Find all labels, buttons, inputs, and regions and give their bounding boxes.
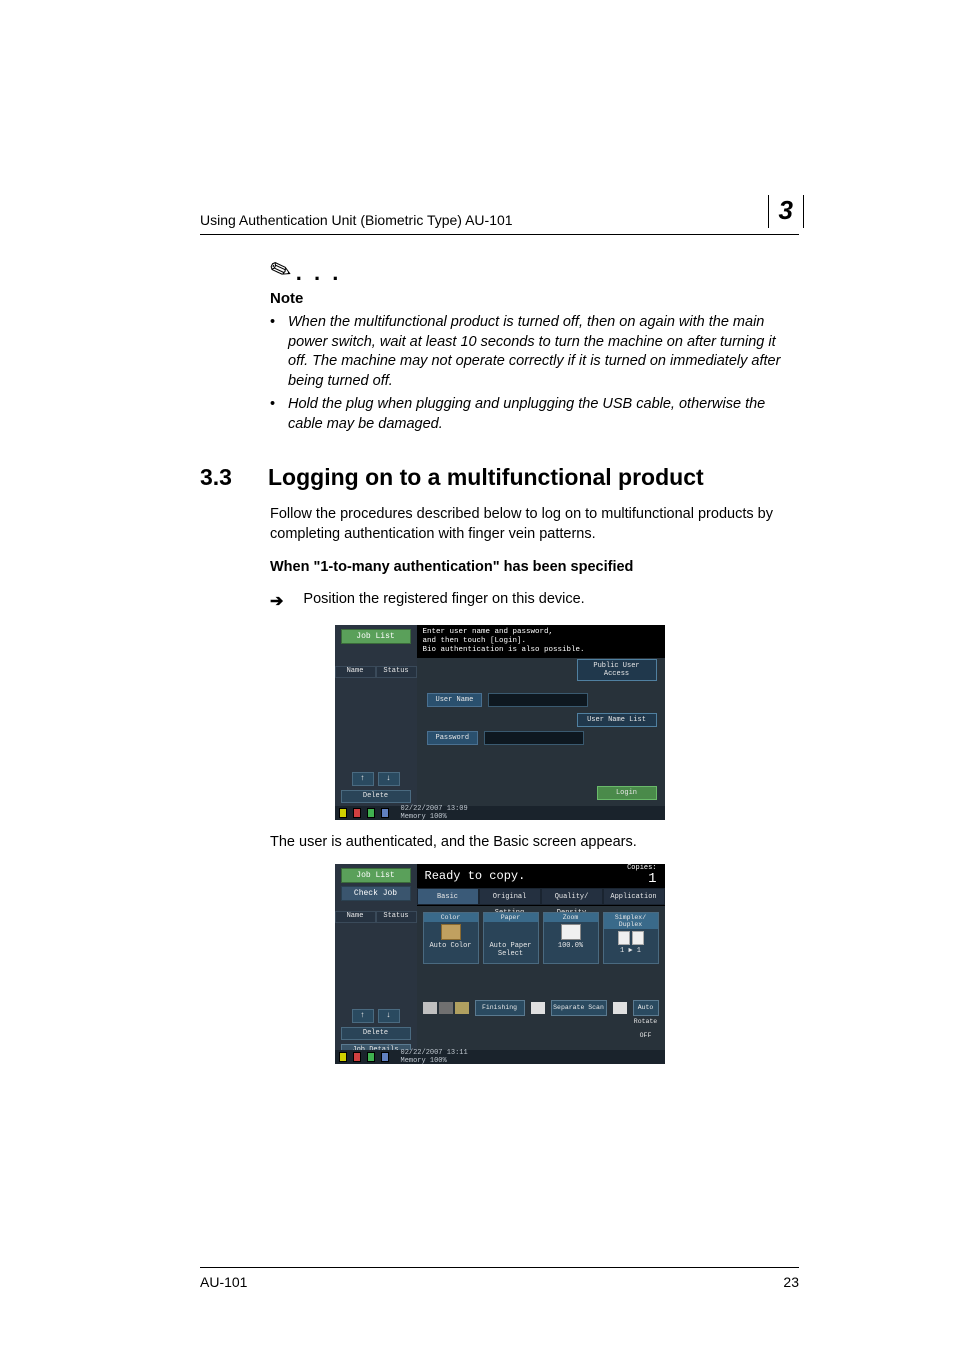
finishing-icon [423,1002,437,1014]
user-name-label: User Name [427,693,483,707]
note-icon-row: ✎ . . . [270,255,799,286]
zoom-icon [561,924,581,940]
sub-heading: When "1-to-many authentication" has been… [270,559,799,575]
ready-text: Ready to copy. [425,869,526,883]
chapter-number: 3 [768,195,804,228]
finishing-icon [455,1002,469,1014]
datetime-text: 02/22/2007 13:09 Memory 100% [401,805,468,821]
page: Using Authentication Unit (Biometric Typ… [0,0,954,1350]
page-footer: AU-101 23 [200,1267,799,1290]
running-head: Using Authentication Unit (Biometric Typ… [200,195,799,235]
delete-button[interactable]: Delete [341,1027,411,1040]
tab-basic[interactable]: Basic [417,888,479,905]
login-button[interactable]: Login [597,786,657,800]
status-seg-icon [353,1052,361,1062]
status-seg-icon [367,808,375,818]
zoom-card[interactable]: Zoom 100.0% [543,912,599,964]
separate-scan-icon [531,1002,545,1014]
step-text: Position the registered finger on this d… [303,591,584,611]
section-title: Logging on to a multifunctional product [268,464,704,491]
basic-panel: Job List Check Job Name Status ↑ ↓ Delet… [335,864,665,1064]
job-list-tab[interactable]: Job List [341,868,411,883]
screenshot-caption: The user is authenticated, and the Basic… [270,834,799,850]
check-job-button[interactable]: Check Job [341,886,411,901]
col-name: Name [335,666,376,678]
col-name: Name [335,911,376,923]
login-main: Enter user name and password, and then t… [417,625,665,806]
duplex-icon [606,931,656,945]
side-panel: Job List Name Status ↑ ↓ Delete Job Deta… [335,625,417,820]
intro-paragraph: Follow the procedures described below to… [270,505,799,544]
login-panel: Job List Name Status ↑ ↓ Delete Job Deta… [335,625,665,820]
user-name-list-button[interactable]: User Name List [577,713,657,727]
footer-right: 23 [783,1274,799,1290]
bottom-buttons: Finishing Separate Scan Auto Rotate OFF [417,996,665,1022]
color-card[interactable]: Color Auto Color [423,912,479,964]
copies-display: Copies: 1 [627,865,656,886]
duplex-card[interactable]: Simplex/ Duplex 1 ► 1 [603,912,659,964]
separate-scan-button[interactable]: Separate Scan [551,1000,607,1016]
status-seg-icon [381,808,389,818]
status-seg-icon [339,1052,347,1062]
setting-cards: Color Auto Color Paper Auto Paper Select… [417,906,665,966]
screenshot-login: Job List Name Status ↑ ↓ Delete Job Deta… [200,625,799,820]
content: ✎ . . . Note When the multifunctional pr… [200,255,799,1064]
arrow-buttons: ↑ ↓ [335,772,417,786]
note-label: Note [270,290,799,307]
mode-tabs: Basic Original Setting Quality/ Density … [417,888,665,906]
paper-card[interactable]: Paper Auto Paper Select [483,912,539,964]
up-button[interactable]: ↑ [352,772,374,786]
status-bar: 02/22/2007 13:09 Memory 100% [335,806,665,820]
rotate-icon [613,1002,627,1014]
color-icon [441,924,461,940]
tab-quality-density[interactable]: Quality/ Density [541,888,603,905]
job-list-tab[interactable]: Job List [341,629,411,644]
section-number: 3.3 [200,464,250,491]
status-seg-icon [339,808,347,818]
status-seg-icon [367,1052,375,1062]
status-bar: 02/22/2007 13:11 Memory 100% [335,1050,665,1064]
status-seg-icon [353,808,361,818]
password-label: Password [427,731,479,745]
note-item: When the multifunctional product is turn… [270,313,799,391]
dots-icon: . . . [296,260,342,286]
pencil-icon: ✎ [265,252,296,289]
tab-original-setting[interactable]: Original Setting [479,888,541,905]
down-button[interactable]: ↓ [378,772,400,786]
finishing-button[interactable]: Finishing [475,1000,525,1016]
section-heading: 3.3 Logging on to a multifunctional prod… [200,464,799,491]
step-row: ➔ Position the registered finger on this… [270,591,799,611]
arrow-buttons: ↑ ↓ [335,1009,417,1023]
user-name-field[interactable] [488,693,588,707]
side-panel: Job List Check Job Name Status ↑ ↓ Delet… [335,864,417,1064]
tab-application[interactable]: Application [603,888,665,905]
public-user-access-button[interactable]: Public User Access [577,659,657,681]
note-block: ✎ . . . Note When the multifunctional pr… [270,255,799,434]
screenshot-basic: Job List Check Job Name Status ↑ ↓ Delet… [200,864,799,1064]
basic-main: Ready to copy. Copies: 1 Basic Original … [417,864,665,1050]
delete-button[interactable]: Delete [341,790,411,803]
status-header: Name Status [335,666,417,678]
running-head-text: Using Authentication Unit (Biometric Typ… [200,212,513,228]
footer-left: AU-101 [200,1274,247,1290]
datetime-text: 02/22/2007 13:11 Memory 100% [401,1049,468,1065]
arrow-icon: ➔ [270,591,283,611]
note-item: Hold the plug when plugging and unpluggi… [270,395,799,434]
status-seg-icon [381,1052,389,1062]
note-list: When the multifunctional product is turn… [270,313,799,434]
col-status: Status [376,911,417,923]
up-button[interactable]: ↑ [352,1009,374,1023]
auto-rotate-button[interactable]: Auto Rotate OFF [633,1000,659,1016]
finishing-icon [439,1002,453,1014]
col-status: Status [376,666,417,678]
basic-top-bar: Ready to copy. Copies: 1 [417,864,665,888]
down-button[interactable]: ↓ [378,1009,400,1023]
password-field[interactable] [484,731,584,745]
status-header: Name Status [335,911,417,923]
login-message: Enter user name and password, and then t… [417,625,665,658]
